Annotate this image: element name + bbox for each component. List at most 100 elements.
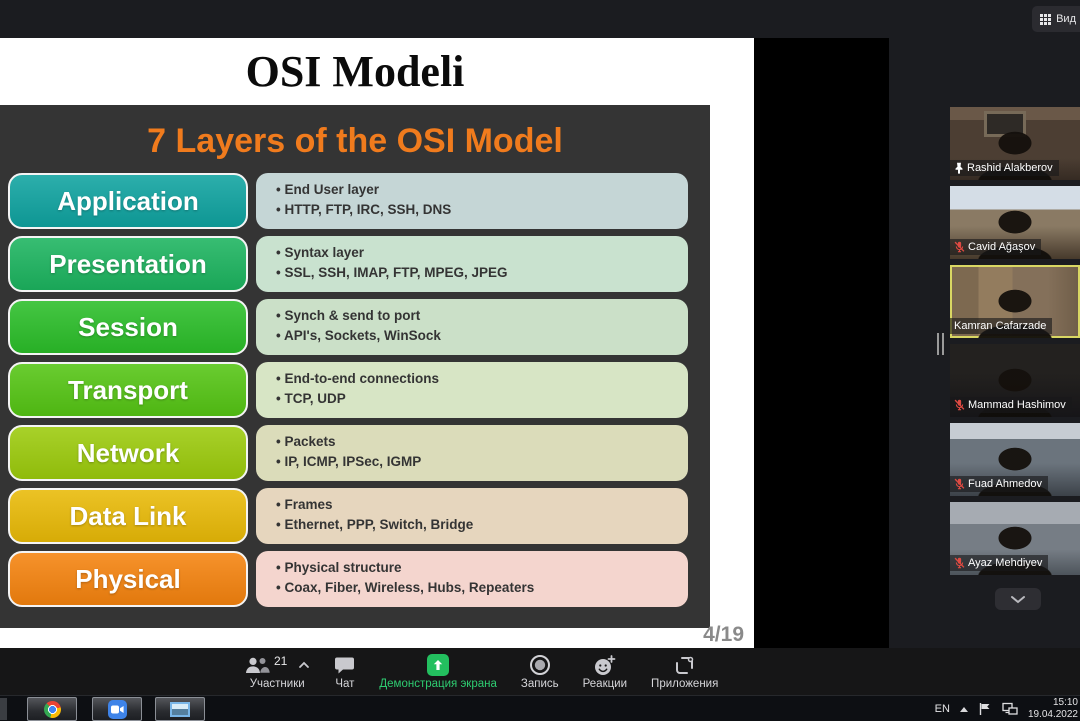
taskbar-photos-button[interactable] [155,697,205,721]
osi-layer-bullet: Syntax layer [276,243,680,263]
more-participants-button[interactable] [995,588,1041,610]
participants-button[interactable]: 21 Участники [232,651,322,692]
participant-video-tile[interactable]: Kamran Cafarzade [950,265,1080,338]
mic-off-icon [954,241,965,253]
participant-name-bar: Cavid Ağaşov [950,239,1042,255]
osi-layer-bullet: Ethernet, PPP, Switch, Bridge [276,515,680,535]
osi-layer-bullet: End User layer [276,180,680,200]
participant-name: Ayaz Mehdiyev [968,557,1043,569]
osi-diagram: 7 Layers of the OSI Model Application En… [0,105,710,628]
osi-layer-row: Network Packets IP, ICMP, IPSec, IGMP [8,425,688,481]
osi-layer-name: Physical [8,551,248,607]
action-center-flag-icon[interactable] [978,702,992,716]
participants-label: Участники [249,678,305,690]
taskbar-chrome-button[interactable] [27,697,77,721]
participant-name-bar: Kamran Cafarzade [950,318,1053,334]
osi-layer-bullet: Physical structure [276,558,680,578]
share-screen-label: Демонстрация экрана [379,678,497,690]
osi-layer-bullet: Coax, Fiber, Wireless, Hubs, Repeaters [276,578,680,598]
participant-name-bar: Ayaz Mehdiyev [950,555,1049,571]
pin-icon [955,162,963,174]
osi-layer-bullet: Synch & send to port [276,306,680,326]
zoom-app-icon [107,699,127,719]
osi-layer-name: Presentation [8,236,248,292]
osi-layer-list: Application End User layer HTTP, FTP, IR… [0,173,710,607]
view-button-label: Вид [1056,13,1076,25]
clock[interactable]: 15:10 19.04.2022 [1028,697,1078,721]
tray-date: 19.04.2022 [1027,709,1078,720]
participant-name: Rashid Alakberov [967,162,1053,174]
chat-button[interactable]: Чат [322,651,367,692]
view-button[interactable]: Вид [1032,6,1080,32]
share-screen-icon [427,654,450,676]
tray-time: 15:10 [1052,697,1078,708]
osi-layer-bullet: SSL, SSH, IMAP, FTP, MPEG, JPEG [276,263,680,283]
osi-layer-name: Data Link [8,488,248,544]
record-button[interactable]: Запись [509,651,571,692]
mic-off-icon [954,557,965,569]
chevron-down-icon [1011,595,1025,603]
apps-button[interactable]: Приложения [639,651,730,692]
panel-resize-handle[interactable] [937,333,944,355]
shared-screen-slide: OSI Modeli 7 Layers of the OSI Model App… [0,38,754,648]
participant-name: Fuad Ahmedov [968,478,1042,490]
participant-video-tile[interactable]: Mammad Hashimov [950,344,1080,417]
participant-video-tile[interactable]: Rashid Alakberov [950,107,1080,180]
reactions-label: Реакции [582,678,628,690]
participant-name-bar: Fuad Ahmedov [950,476,1048,492]
reactions-icon [595,654,616,675]
photo-viewer-icon [170,701,190,717]
mic-off-icon [954,478,965,490]
osi-layer-desc: Frames Ethernet, PPP, Switch, Bridge [256,488,688,544]
participant-video-tile[interactable]: Cavid Ağaşov [950,186,1080,259]
chat-icon [335,657,355,673]
osi-layer-bullet: API's, Sockets, WinSock [276,326,680,346]
participants-icon [246,657,270,673]
osi-layer-bullet: End-to-end connections [276,369,680,389]
network-icon[interactable] [1002,702,1018,716]
participant-name: Mammad Hashimov [968,399,1066,411]
osi-layer-row: Session Synch & send to port API's, Sock… [8,299,688,355]
slide-title: OSI Modeli [245,47,465,96]
osi-layer-row: Data Link Frames Ethernet, PPP, Switch, … [8,488,688,544]
meeting-topbar: Вид [0,0,1080,38]
grid-view-icon [1040,13,1052,25]
osi-layer-name: Network [8,425,248,481]
mic-off-icon [954,399,965,411]
osi-layer-desc: Packets IP, ICMP, IPSec, IGMP [256,425,688,481]
reactions-button[interactable]: Реакции [571,651,639,692]
share-screen-button[interactable]: Демонстрация экрана [367,651,509,692]
osi-layer-desc: Physical structure Coax, Fiber, Wireless… [256,551,688,607]
participant-name: Cavid Ağaşov [968,241,1036,253]
osi-layer-bullet: Frames [276,495,680,515]
tray-expand-icon[interactable] [959,706,968,712]
language-indicator[interactable]: EN [934,703,950,715]
chat-label: Чат [335,678,355,690]
slide-page-indicator: 4/19 [703,623,744,646]
osi-layer-desc: Syntax layer SSL, SSH, IMAP, FTP, MPEG, … [256,236,688,292]
participants-count: 21 [274,654,288,668]
participant-name: Kamran Cafarzade [954,320,1047,332]
osi-layer-name: Session [8,299,248,355]
osi-layer-bullet: TCP, UDP [276,389,680,409]
record-label: Запись [520,678,559,690]
osi-layer-desc: Synch & send to port API's, Sockets, Win… [256,299,688,355]
osi-layer-bullet: HTTP, FTP, IRC, SSH, DNS [276,200,680,220]
osi-layer-bullet: IP, ICMP, IPSec, IGMP [276,452,680,472]
osi-layer-row: Application End User layer HTTP, FTP, IR… [8,173,688,229]
osi-layer-row: Physical Physical structure Coax, Fiber,… [8,551,688,607]
meeting-toolbar: 21 Участники Чат [0,648,1080,695]
start-button-edge[interactable] [0,698,7,720]
chrome-icon [43,700,61,718]
participant-video-tile[interactable]: Ayaz Mehdiyev [950,502,1080,575]
osi-layer-desc: End-to-end connections TCP, UDP [256,362,688,418]
chevron-up-icon[interactable] [298,661,310,669]
osi-layer-row: Transport End-to-end connections TCP, UD… [8,362,688,418]
osi-layer-bullet: Packets [276,432,680,452]
participant-video-tile[interactable]: Fuad Ahmedov [950,423,1080,496]
osi-layer-desc: End User layer HTTP, FTP, IRC, SSH, DNS [256,173,688,229]
windows-taskbar: EN 15:10 19.04.2022 [0,695,1080,721]
osi-layer-name: Transport [8,362,248,418]
taskbar-zoom-button[interactable] [92,697,142,721]
participant-video-strip: Rashid Alakberov Cavid Ağaşov [950,107,1080,581]
